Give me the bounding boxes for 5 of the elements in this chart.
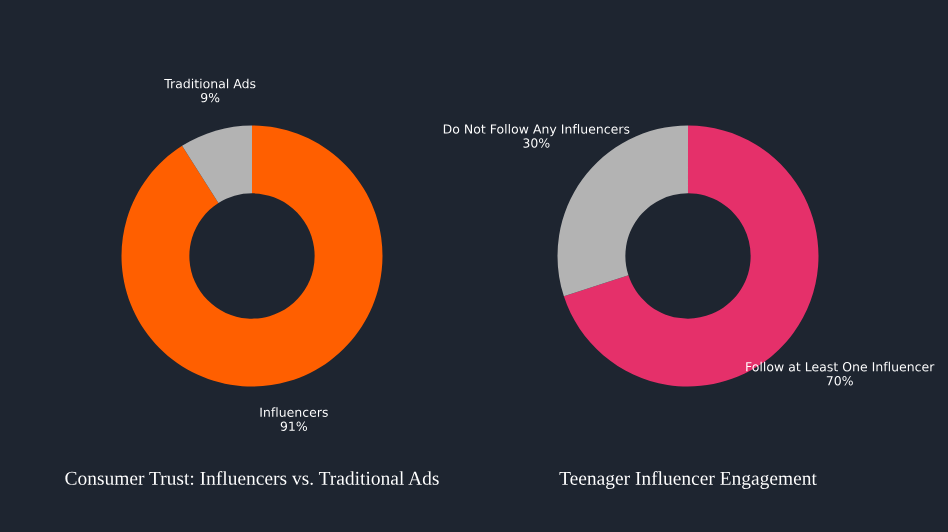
text: Teenager Influencer Engagement	[559, 471, 817, 489]
donut-slice	[557, 125, 688, 297]
text: Consumer Trust: Influencers vs. Traditional Ads	[65, 470, 439, 485]
donut-slice	[121, 125, 383, 387]
donut-slice	[182, 125, 252, 204]
